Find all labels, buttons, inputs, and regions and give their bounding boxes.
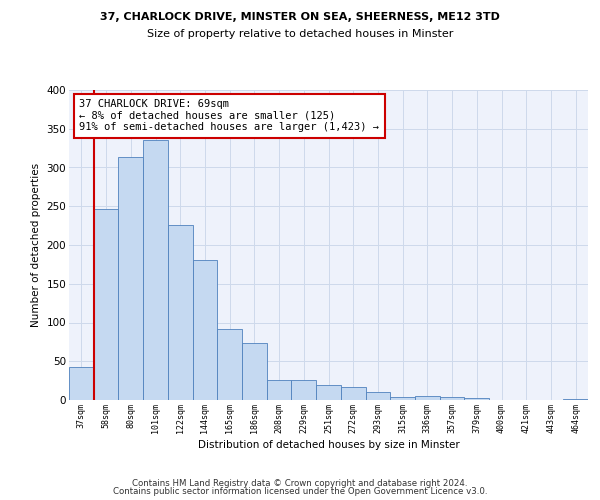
Bar <box>365 392 390 400</box>
Bar <box>242 342 267 400</box>
Bar <box>143 140 168 400</box>
Bar <box>292 380 316 400</box>
Text: Size of property relative to detached houses in Minster: Size of property relative to detached ho… <box>147 29 453 39</box>
Bar <box>464 398 489 400</box>
Text: Contains public sector information licensed under the Open Government Licence v3: Contains public sector information licen… <box>113 487 487 496</box>
Text: 37 CHARLOCK DRIVE: 69sqm
← 8% of detached houses are smaller (125)
91% of semi-d: 37 CHARLOCK DRIVE: 69sqm ← 8% of detache… <box>79 100 379 132</box>
Bar <box>415 396 440 400</box>
Bar <box>69 368 94 400</box>
Bar <box>390 397 415 400</box>
Bar <box>341 387 365 400</box>
Bar <box>563 399 588 400</box>
Bar <box>267 380 292 400</box>
Y-axis label: Number of detached properties: Number of detached properties <box>31 163 41 327</box>
Bar <box>316 386 341 400</box>
Bar <box>168 225 193 400</box>
Bar <box>440 397 464 400</box>
Bar <box>217 328 242 400</box>
Bar <box>94 210 118 400</box>
Text: 37, CHARLOCK DRIVE, MINSTER ON SEA, SHEERNESS, ME12 3TD: 37, CHARLOCK DRIVE, MINSTER ON SEA, SHEE… <box>100 12 500 22</box>
Bar <box>118 158 143 400</box>
Bar <box>193 260 217 400</box>
Text: Contains HM Land Registry data © Crown copyright and database right 2024.: Contains HM Land Registry data © Crown c… <box>132 478 468 488</box>
X-axis label: Distribution of detached houses by size in Minster: Distribution of detached houses by size … <box>197 440 460 450</box>
